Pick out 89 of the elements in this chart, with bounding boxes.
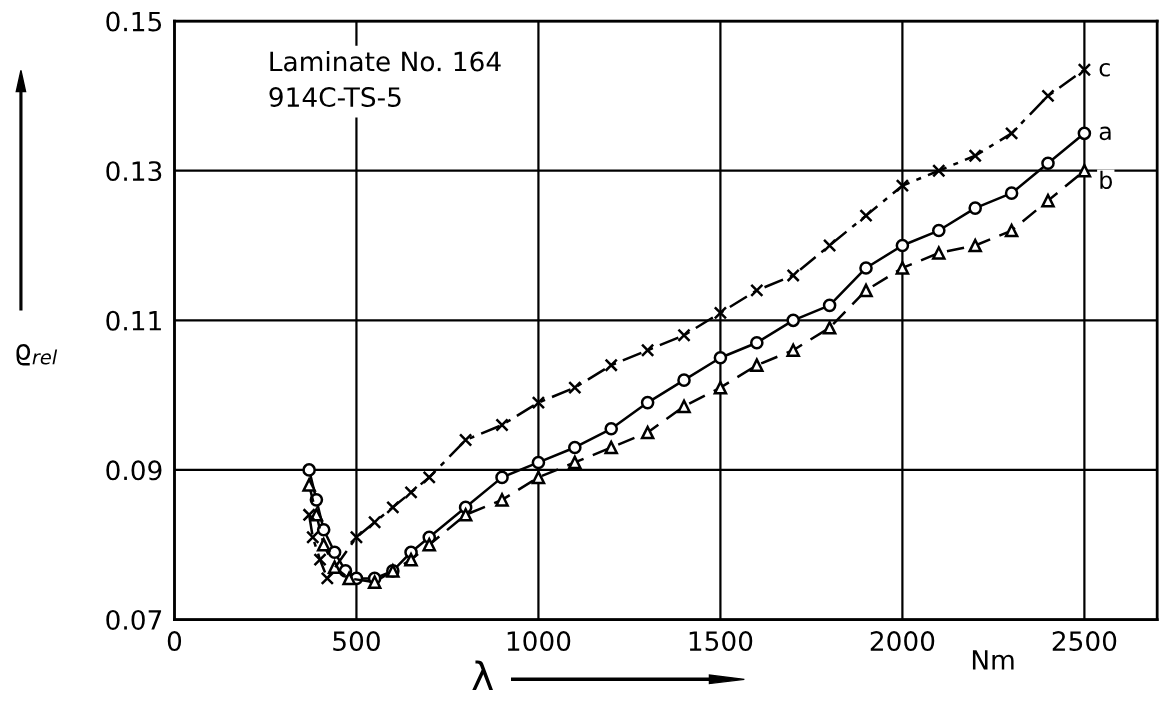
point [422, 537, 437, 552]
point [1077, 126, 1092, 141]
x-tick-label: 500 [333, 631, 380, 652]
point [677, 328, 691, 343]
point [316, 537, 331, 552]
point [342, 571, 356, 586]
point [640, 395, 655, 410]
point [822, 320, 837, 335]
point [386, 500, 400, 515]
point [458, 433, 473, 447]
point [822, 298, 837, 313]
point [968, 148, 982, 163]
point [305, 530, 320, 545]
point [568, 455, 582, 470]
x-axis-title: λ [472, 660, 493, 691]
annotation: Laminate No. 164 914C-TS-5 [269, 51, 501, 108]
point [349, 530, 364, 545]
point [859, 261, 873, 275]
x-tick-label: 1500 [689, 631, 753, 652]
point [968, 201, 982, 215]
point [750, 335, 764, 350]
y-tick-label: 0.13 [106, 161, 162, 182]
point [604, 440, 619, 455]
point [302, 507, 316, 522]
point [531, 455, 546, 470]
point [859, 208, 873, 223]
point [604, 358, 619, 373]
point [604, 421, 619, 436]
y-tick-label: 0.11 [106, 310, 161, 331]
point [677, 399, 691, 414]
point [1004, 223, 1019, 238]
point [302, 478, 316, 492]
point [316, 522, 331, 537]
point [786, 313, 801, 328]
point [1041, 156, 1055, 171]
point [313, 552, 327, 567]
point [895, 261, 910, 275]
point [1041, 193, 1055, 208]
point [568, 380, 582, 395]
point [495, 493, 509, 507]
point [931, 246, 946, 260]
point [1077, 163, 1092, 178]
point [320, 571, 335, 586]
point [822, 238, 837, 253]
point [931, 223, 946, 238]
point [531, 395, 546, 410]
point [750, 283, 764, 298]
series-label: a [1099, 126, 1111, 141]
point [786, 268, 801, 283]
point [968, 238, 982, 253]
x-tick-label: 1000 [507, 631, 571, 652]
point [531, 470, 546, 485]
point [640, 343, 655, 358]
y-tick-label: 0.09 [106, 460, 162, 481]
point [750, 358, 764, 373]
y-axis-title: ϱ$_{rel}$ [16, 344, 58, 366]
point [895, 178, 910, 193]
point [895, 238, 910, 253]
point [404, 552, 418, 567]
point [1004, 126, 1019, 141]
point [327, 545, 342, 560]
x-tick-label: 2000 [870, 631, 935, 652]
point [404, 485, 418, 500]
y-tick-label: 0.07 [106, 609, 162, 630]
point [713, 380, 728, 395]
point [786, 343, 801, 358]
point [713, 350, 728, 365]
x-tick-label: 0 [167, 631, 182, 652]
x-tick-label: 2500 [1052, 631, 1117, 652]
point [568, 440, 582, 455]
point [367, 515, 382, 530]
point [495, 418, 509, 432]
point [1041, 89, 1055, 103]
point [859, 283, 873, 298]
point [677, 373, 691, 387]
point [713, 306, 728, 320]
point [495, 470, 509, 485]
series-label: b [1100, 170, 1112, 189]
point [422, 470, 437, 485]
point [458, 507, 473, 522]
point [1077, 62, 1092, 77]
series-label: c [1099, 63, 1110, 77]
text: Nm [972, 650, 1014, 670]
point [640, 425, 655, 440]
point [931, 163, 946, 178]
y-tick-label: 0.15 [106, 11, 162, 32]
point [1004, 186, 1019, 200]
point [367, 575, 382, 589]
point [302, 463, 316, 477]
